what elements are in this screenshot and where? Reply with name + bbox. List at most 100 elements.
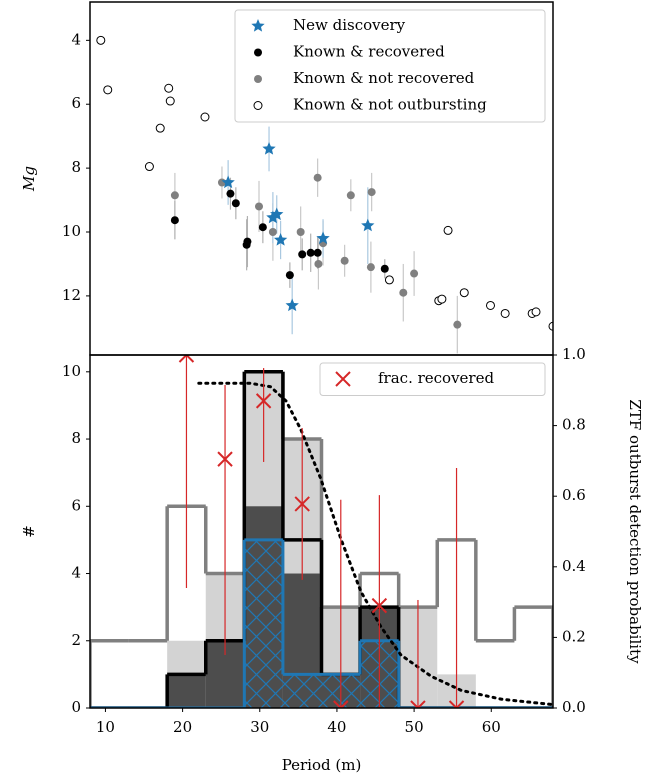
y2-tick-label: 0.0	[562, 698, 586, 716]
open-marker	[485, 300, 495, 310]
x-marker	[371, 597, 388, 614]
dot-marker	[285, 271, 294, 280]
x-tick-label: 50	[405, 718, 424, 736]
legend-label: Known & not recovered	[293, 69, 475, 87]
y-tick-label: 0	[71, 698, 81, 716]
open-marker	[548, 321, 553, 331]
dot-marker	[366, 263, 375, 272]
y2-tick-label: 0.4	[562, 557, 586, 575]
y-tick-label: 12	[62, 286, 81, 304]
dot-marker	[340, 256, 349, 265]
dot-marker	[399, 288, 408, 297]
y-tick-label: 8	[71, 158, 81, 176]
open-marker	[103, 85, 113, 95]
dot-marker	[453, 320, 462, 329]
y-tick-label: 10	[62, 222, 81, 240]
dot-marker	[410, 269, 419, 278]
open-marker	[164, 83, 174, 93]
hist-bar	[167, 674, 206, 708]
legend-label: New discovery	[293, 16, 406, 34]
open-marker	[459, 288, 469, 298]
dot-marker	[314, 259, 323, 268]
y-axis-label: Mg	[20, 166, 38, 192]
dot-marker	[296, 228, 305, 237]
legend-marker	[254, 48, 262, 57]
dot-marker	[346, 191, 355, 200]
open-marker	[437, 294, 447, 304]
x-tick-label: 30	[250, 718, 269, 736]
open-marker	[531, 307, 541, 317]
open-marker	[200, 112, 210, 122]
y-tick-label: 6	[71, 496, 81, 514]
open-marker	[500, 308, 510, 318]
x-marker	[178, 355, 195, 363]
legend-label: Known & recovered	[293, 43, 445, 61]
x-marker	[217, 451, 233, 467]
star-marker	[262, 141, 276, 155]
y2-tick-label: 0.2	[562, 627, 586, 645]
star-marker	[316, 231, 330, 245]
legend-marker	[335, 371, 351, 387]
legend-label: frac. recovered	[378, 369, 494, 387]
hatch-fill	[282, 674, 322, 708]
legend-box	[234, 9, 546, 123]
dot-marker	[268, 228, 277, 237]
dot-marker	[258, 223, 267, 232]
legend-marker	[251, 19, 265, 32]
y-axis-label: #	[20, 525, 38, 538]
open-marker	[443, 225, 453, 235]
open-marker	[165, 96, 175, 106]
y-tick-label: 8	[71, 429, 81, 447]
dot-marker	[254, 202, 263, 211]
x-tick-label: 40	[327, 718, 346, 736]
y2-tick-label: 0.8	[562, 416, 586, 434]
dot-marker	[306, 248, 315, 257]
dot-marker	[298, 250, 307, 259]
dot-marker	[170, 191, 179, 200]
open-marker	[155, 123, 165, 133]
legend-label: Known & not outbursting	[293, 96, 487, 114]
x-marker	[448, 700, 465, 708]
legend-marker	[254, 75, 262, 83]
dot-marker	[313, 248, 322, 257]
y2-axis-label: ZTF outburst detection probability	[626, 399, 644, 664]
x-axis-label: Period (m)	[282, 756, 362, 774]
dot-marker	[367, 188, 376, 197]
legend-marker	[253, 101, 263, 110]
y2-tick-label: 1.0	[562, 345, 586, 363]
x-tick-label: 10	[96, 718, 115, 736]
star-marker	[273, 233, 288, 246]
x-tick-label: 60	[482, 718, 501, 736]
legend-box	[319, 362, 546, 396]
dot-marker	[380, 264, 389, 273]
axes-frame	[89, 354, 554, 709]
star-marker	[361, 218, 375, 232]
axes: 4 6 8 10 12 Mg New discovery Known & recovered K…	[20, 1, 644, 774]
x-marker	[255, 393, 272, 409]
star-marker	[266, 210, 280, 224]
open-marker	[384, 275, 394, 285]
dot-marker	[313, 173, 322, 182]
y-tick-label: 4	[71, 564, 81, 582]
y-tick-label: 4	[71, 30, 81, 48]
y-tick-label: 2	[71, 631, 81, 649]
y-tick-label: 6	[71, 94, 81, 112]
dot-marker	[170, 216, 179, 225]
dot-marker	[226, 189, 235, 198]
dot-marker	[242, 240, 251, 249]
star-marker	[221, 175, 235, 189]
dot-marker	[231, 199, 240, 208]
y2-tick-label: 0.6	[562, 486, 586, 504]
bottom-plot	[90, 355, 553, 708]
open-marker	[96, 35, 106, 45]
x-marker	[333, 700, 349, 708]
y-tick-label: 10	[62, 362, 81, 380]
open-marker	[144, 162, 154, 172]
hatch-fill	[244, 539, 283, 708]
top-plot	[96, 35, 553, 354]
x-marker	[294, 496, 310, 512]
x-marker	[410, 700, 426, 708]
star-marker	[270, 207, 284, 221]
